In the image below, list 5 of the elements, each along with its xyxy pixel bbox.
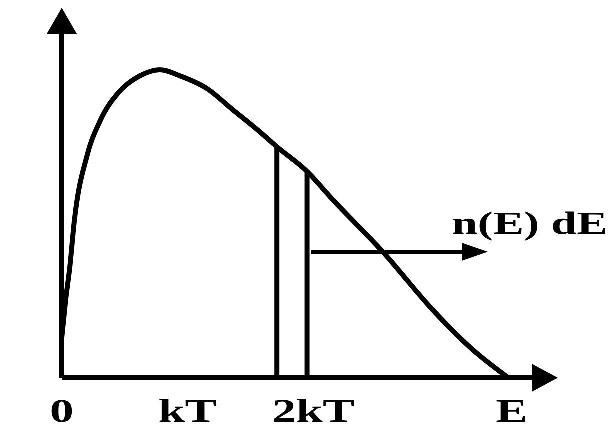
x-tick-label: kT bbox=[158, 392, 218, 430]
x-tick-label: 2kT bbox=[272, 392, 355, 430]
x-tick-label: 0 bbox=[50, 392, 74, 430]
x-axis-title: E bbox=[496, 392, 528, 430]
annotation: n(E) dE bbox=[452, 205, 608, 242]
